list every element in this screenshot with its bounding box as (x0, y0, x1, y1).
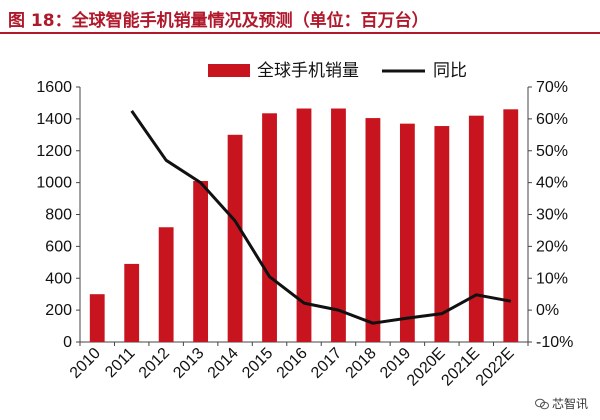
y-right-tick-label: 10% (536, 270, 568, 287)
legend-label-line: 同比 (433, 61, 467, 81)
x-tick-label: 2017 (308, 345, 345, 382)
bar (434, 126, 450, 342)
bar (331, 108, 346, 342)
x-tick-label: 2018 (343, 345, 380, 382)
y-right-tick-label: 40% (536, 175, 568, 192)
y-right-tick-label: 0% (536, 302, 559, 319)
y-left-tick-label: 0 (63, 334, 72, 351)
y-left-tick-label: 400 (45, 270, 72, 287)
bar (365, 118, 381, 342)
x-tick-label: 2012 (136, 345, 173, 382)
bar (262, 113, 277, 342)
x-tick-label: 2010 (67, 345, 104, 382)
bar (399, 123, 415, 342)
growth-line-path (130, 110, 512, 325)
bar (503, 109, 519, 342)
growth-line (130, 110, 512, 325)
y-right-tick-label: 20% (536, 238, 568, 255)
y-left-tick-label: 1400 (36, 111, 72, 128)
x-tick-label: 2016 (274, 345, 311, 382)
bar (296, 108, 312, 342)
bar (124, 263, 140, 342)
y-right-tick-label: 60% (536, 111, 568, 128)
legend-swatch-bar (208, 64, 250, 77)
watermark-text: 芯智讯 (551, 397, 588, 411)
x-tick-label: 2020E (404, 345, 449, 390)
x-tick-label: 2014 (205, 345, 242, 382)
bar (158, 227, 174, 342)
y-right-tick-label: 70% (536, 79, 568, 96)
y-left-tick-label: 1600 (36, 79, 72, 96)
x-tick-label: 2015 (239, 345, 276, 382)
title-divider (0, 32, 600, 34)
bar (193, 181, 209, 342)
y-left-tick-label: 1200 (36, 143, 72, 160)
x-tick-label: 2011 (102, 345, 138, 381)
y-left-tick-label: 200 (45, 302, 72, 319)
bars (89, 108, 519, 342)
bar (468, 115, 484, 342)
y-left-tick-label: 1000 (36, 175, 72, 192)
x-tick-label: 2022E (473, 345, 518, 390)
watermark: 芯智讯 (534, 395, 588, 412)
wechat-icon (534, 398, 549, 409)
legend: 全球手机销量 同比 (208, 61, 467, 81)
y-left-tick-label: 800 (45, 207, 72, 224)
bar (227, 134, 243, 342)
y-right-tick-label: -10% (536, 334, 573, 351)
figure-title: 图 18：全球智能手机销量情况及预测（单位：百万台） (8, 11, 429, 31)
bar (89, 294, 105, 342)
x-tick-label: 2021E (438, 345, 483, 390)
legend-label-bar: 全球手机销量 (257, 61, 359, 81)
x-tick-label: 2013 (170, 345, 207, 382)
y-left-tick-label: 600 (45, 238, 72, 255)
y-right-tick-label: 50% (536, 143, 568, 160)
y-right-tick-label: 30% (536, 207, 568, 224)
